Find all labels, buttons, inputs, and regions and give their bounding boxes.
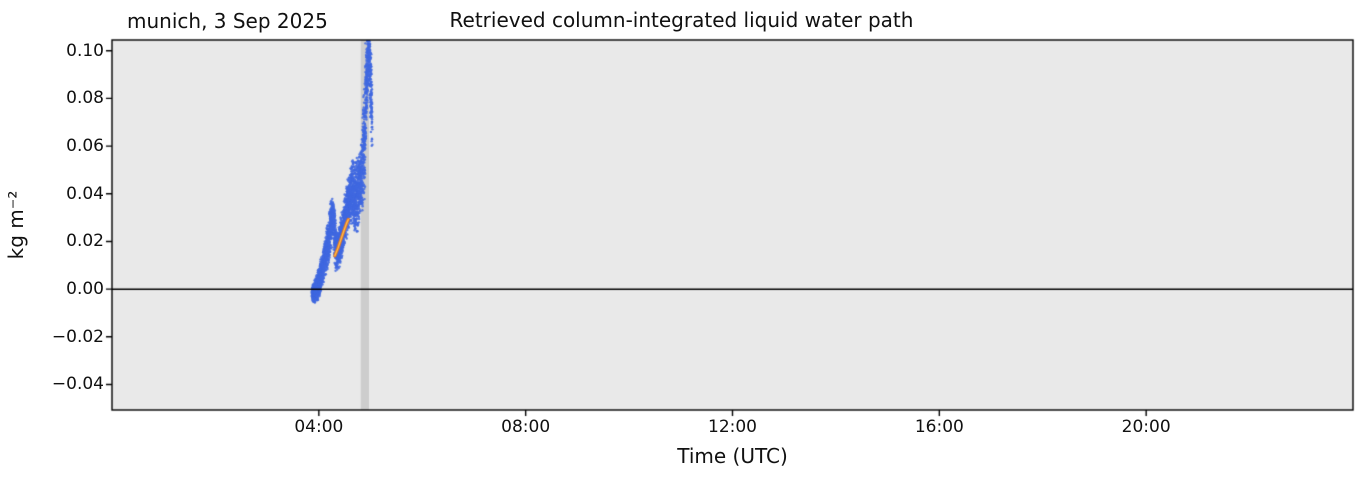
y-tick-label: 0.04 bbox=[66, 183, 104, 204]
y-tick-label: −0.04 bbox=[51, 374, 104, 395]
y-tick-label: 0.08 bbox=[66, 88, 104, 109]
x-axis-label: Time (UTC) bbox=[677, 444, 788, 468]
x-tick-label: 04:00 bbox=[294, 417, 344, 437]
y-tick-label: 0.10 bbox=[66, 40, 104, 61]
x-tick-label: 16:00 bbox=[914, 417, 964, 437]
y-tick-label: 0.02 bbox=[66, 231, 104, 252]
y-tick-label: −0.02 bbox=[51, 326, 104, 347]
location-date-label: munich, 3 Sep 2025 bbox=[127, 9, 328, 33]
chart-title: Retrieved column-integrated liquid water… bbox=[449, 8, 914, 32]
x-tick-label: 12:00 bbox=[708, 417, 757, 437]
x-tick-label: 20:00 bbox=[1121, 417, 1171, 437]
y-tick-label: 0.06 bbox=[66, 136, 104, 157]
x-tick-label: 08:00 bbox=[501, 417, 551, 437]
y-tick-label: 0.00 bbox=[66, 279, 104, 300]
